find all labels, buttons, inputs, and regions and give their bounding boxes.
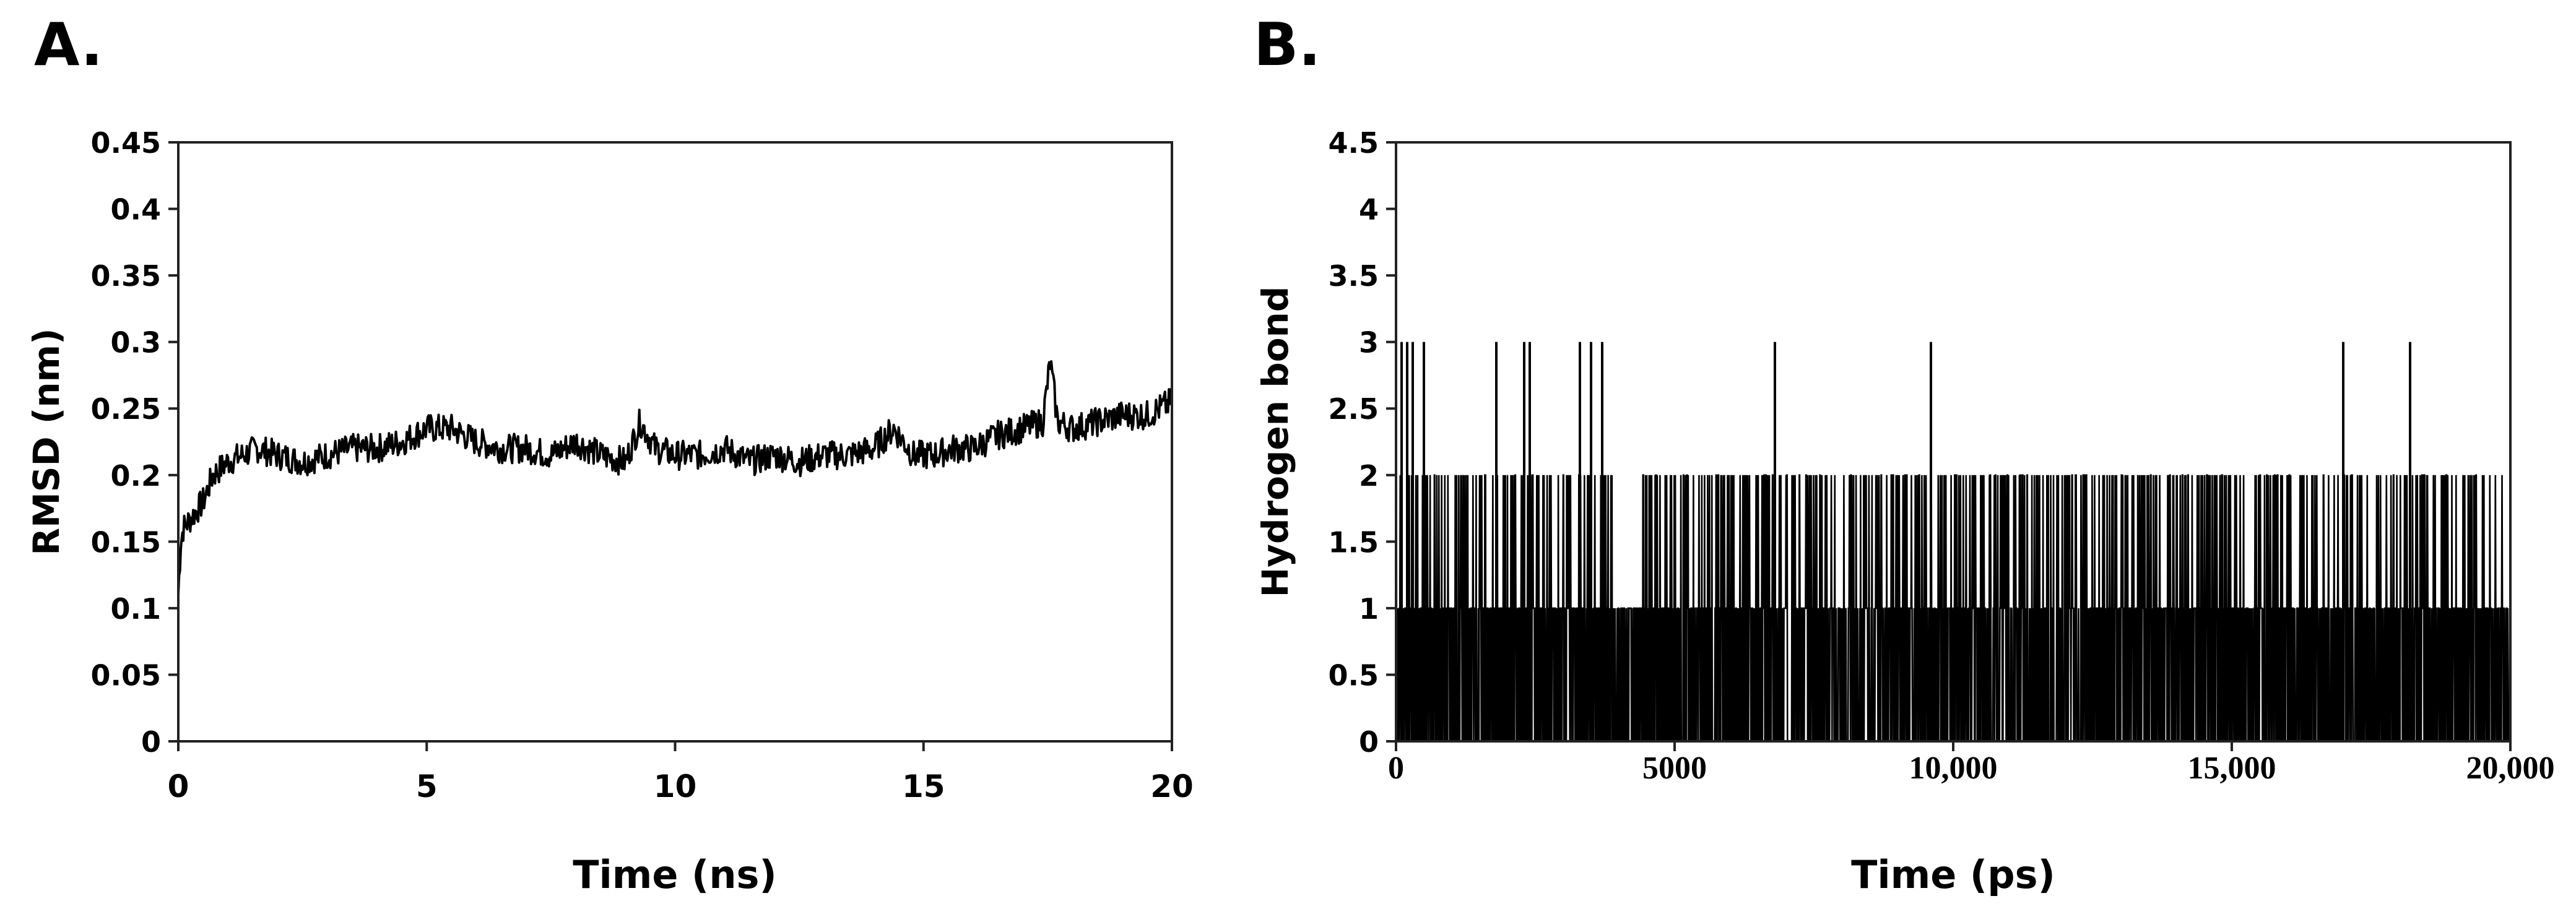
panel-a-yticks: 0 0.05 0.1 0.15 0.2 0.25 0.3 0.35 0.4 0.45 [91, 126, 178, 759]
panel-a-plot-frame [177, 141, 1173, 743]
panel-a-xtick-label: 20 [1150, 769, 1194, 804]
panel-b-ytick-label: 0 [1359, 725, 1379, 759]
panel-b-xtick-label: 20,000 [2466, 751, 2555, 786]
panel-a-ytick-label: 0.35 [91, 259, 162, 293]
panel-b-ytick-label: 0.5 [1329, 658, 1379, 692]
panel-a-xtick-label: 5 [416, 769, 438, 804]
panel-a-ytick-label: 0.2 [111, 459, 162, 493]
panel-a-y-axis-label: RMSD (nm) [25, 328, 67, 555]
panel-b-xtick-label: 10,000 [1909, 751, 1998, 786]
panel-a-xtick-label: 15 [902, 769, 945, 804]
panel-a-rmsd-line [177, 360, 1173, 595]
panel-a-xtick-label: 0 [168, 769, 189, 804]
panel-b-yticks: 0 0.5 1 1.5 2 2.5 3 3.5 4 4.5 [1329, 126, 1396, 759]
panel-b-ytick-label: 2.5 [1329, 392, 1379, 426]
panel-a: A. 0 0.05 0.1 0.15 0.2 0.25 0.3 0.35 0.4 0.45 0 5 1… [25, 11, 1194, 897]
panel-a-ytick-label: 0.1 [111, 592, 162, 626]
panel-b-y-axis-label: Hydrogen bond [1254, 286, 1296, 598]
panel-a-ytick-label: 0.15 [91, 525, 162, 559]
panel-b-xtick-label: 15,000 [2188, 751, 2276, 786]
panel-b-ytick-label: 1 [1359, 592, 1379, 626]
panel-a-ytick-label: 0.45 [91, 126, 162, 160]
panel-b-xtick-label: 0 [1388, 751, 1404, 786]
panel-b-hbond-trace [1395, 474, 2512, 743]
panel-a-x-axis-label: Time (ns) [573, 852, 777, 897]
panel-b-ytick-label: 2 [1359, 459, 1379, 493]
panel-b-plot-frame [1395, 141, 2512, 743]
panel-b-x-axis-label: Time (ps) [1851, 852, 2055, 897]
panel-a-series [177, 360, 1173, 595]
panel-a-xtick-label: 10 [654, 769, 697, 804]
panel-b-ytick-label: 4 [1359, 193, 1379, 226]
panel-b-xticks: 0 5000 10,000 15,000 20,000 [1388, 741, 2555, 786]
panel-b-ytick-label: 3.5 [1329, 259, 1379, 293]
panel-a-ytick-label: 0.4 [111, 193, 162, 226]
panel-a-ytick-label: 0.3 [111, 326, 162, 360]
panel-b-ytick-label: 4.5 [1329, 126, 1379, 160]
panel-a-ytick-label: 0.05 [91, 658, 162, 692]
panel-a-ytick-label: 0 [141, 725, 161, 759]
panel-a-label: A. [34, 11, 103, 79]
panel-b-ytick-label: 1.5 [1329, 525, 1379, 559]
panel-b: B. 0 0.5 1 1.5 2 2.5 3 3.5 4 4.5 0 5000 10,000 15,00… [1254, 11, 2555, 897]
panel-a-ytick-label: 0.25 [91, 392, 162, 426]
panel-b-series [1395, 342, 2512, 743]
panel-b-label: B. [1254, 11, 1321, 79]
panel-a-xticks: 0 5 10 15 20 [168, 741, 1194, 804]
panel-b-ytick-label: 3 [1359, 326, 1379, 360]
panel-b-xtick-label: 5000 [1642, 751, 1707, 786]
